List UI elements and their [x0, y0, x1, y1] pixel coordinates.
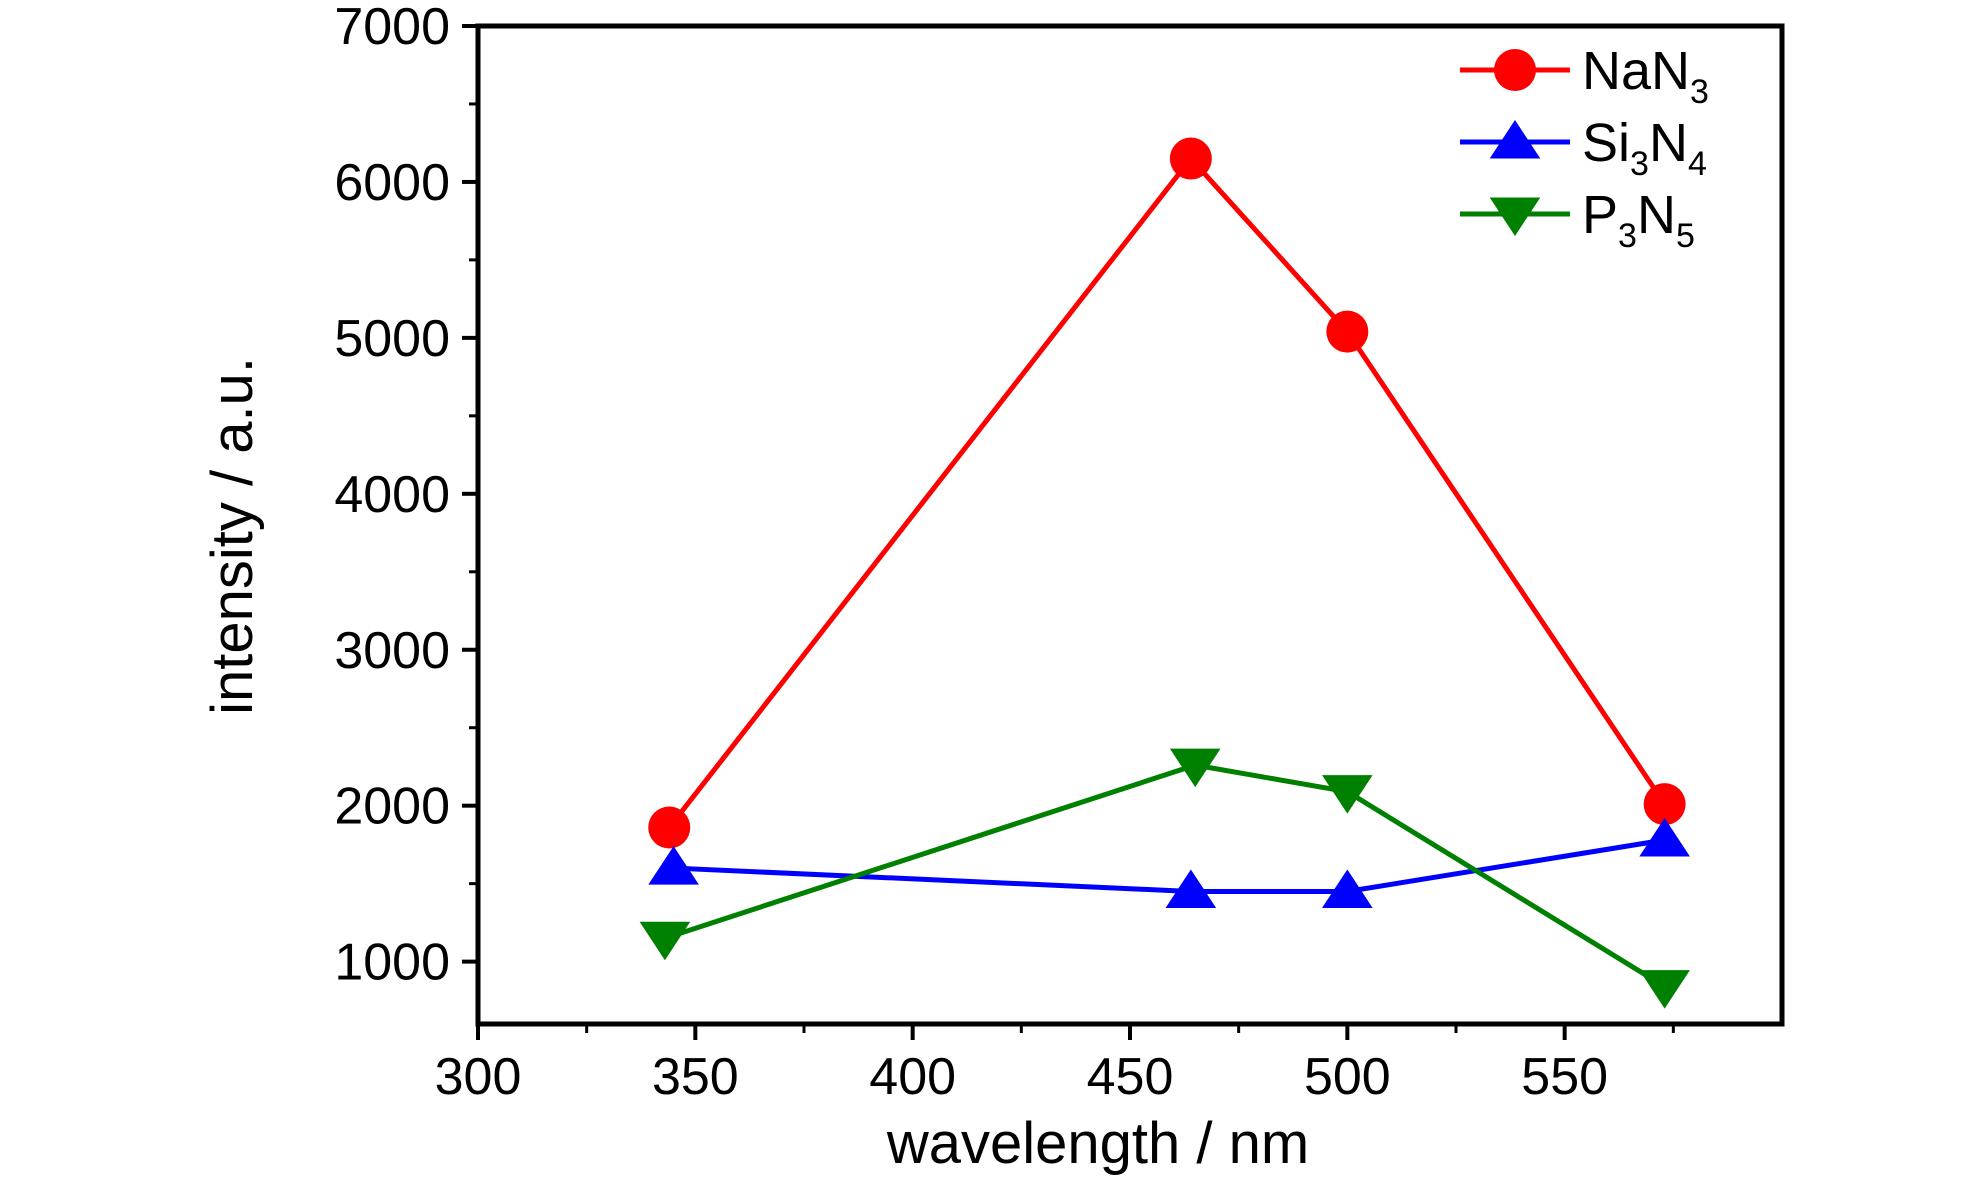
legend-subscript: 3: [1690, 73, 1709, 111]
y-tick-label: 1000: [334, 934, 450, 992]
y-tick-label: 3000: [334, 622, 450, 680]
series-nan3: [648, 137, 1686, 849]
data-point: [648, 846, 699, 885]
legend-text-part: N: [1637, 185, 1676, 245]
data-point: [1639, 970, 1690, 1009]
y-tick-label: 7000: [334, 0, 450, 56]
series-si3n4: [648, 817, 1690, 908]
data-point: [639, 921, 691, 961]
data-point: [1322, 869, 1373, 908]
legend-label: P3N5: [1582, 185, 1695, 255]
x-tick-label: 400: [869, 1048, 956, 1106]
y-tick-label: 4000: [334, 466, 450, 524]
legend-text-part: Si: [1582, 113, 1630, 173]
series-line: [667, 156, 1667, 830]
data-point: [1322, 775, 1373, 814]
plot-frame: [475, 23, 1785, 1027]
data-point: [1643, 783, 1686, 826]
legend-text-part: NaN: [1582, 41, 1690, 101]
legend-entry: NaN3: [1460, 41, 1709, 111]
axis-ticks: 300 350 400 450 500 550 1000 2000 3000 4000 5000 60…: [334, 0, 1675, 1106]
legend-marker: [1494, 49, 1536, 91]
x-axis-title: wavelength / nm: [886, 1111, 1309, 1176]
series-line: [664, 762, 1666, 989]
legend-label: NaN3: [1582, 41, 1709, 111]
legend-label: Si3N4: [1582, 113, 1707, 183]
x-tick-label: 350: [652, 1048, 739, 1106]
legend-subscript: 5: [1676, 217, 1695, 255]
y-tick-label: 6000: [334, 154, 450, 212]
legend-marker: [1489, 197, 1541, 236]
x-tick-label: 550: [1521, 1048, 1608, 1106]
data-point: [1326, 310, 1369, 353]
legend-text-part: P: [1582, 185, 1618, 245]
series-line: [673, 837, 1666, 894]
legend-subscript: 3: [1630, 145, 1649, 183]
legend-subscript: 4: [1688, 145, 1707, 183]
legend-subscript: 3: [1618, 217, 1637, 255]
series-p3n5: [639, 748, 1690, 1009]
x-tick-label: 300: [435, 1048, 522, 1106]
legend-marker: [1489, 120, 1541, 159]
y-axis-title: intensity / a.u.: [200, 357, 265, 715]
y-tick-label: 2000: [334, 778, 450, 836]
legend-entry: P3N5: [1460, 185, 1695, 255]
series-layer: [639, 137, 1690, 1009]
data-point: [1169, 748, 1221, 788]
x-tick-label: 450: [1087, 1048, 1174, 1106]
data-point: [1639, 817, 1690, 857]
y-axis-title-group: intensity / a.u.: [200, 357, 265, 715]
data-point: [648, 806, 691, 849]
x-tick-label: 500: [1304, 1048, 1391, 1106]
legend-text-part: N: [1649, 113, 1688, 173]
data-point: [1165, 869, 1217, 908]
legend-entry: Si3N4: [1460, 113, 1707, 183]
data-point: [1169, 137, 1212, 180]
y-tick-label: 5000: [334, 310, 450, 368]
